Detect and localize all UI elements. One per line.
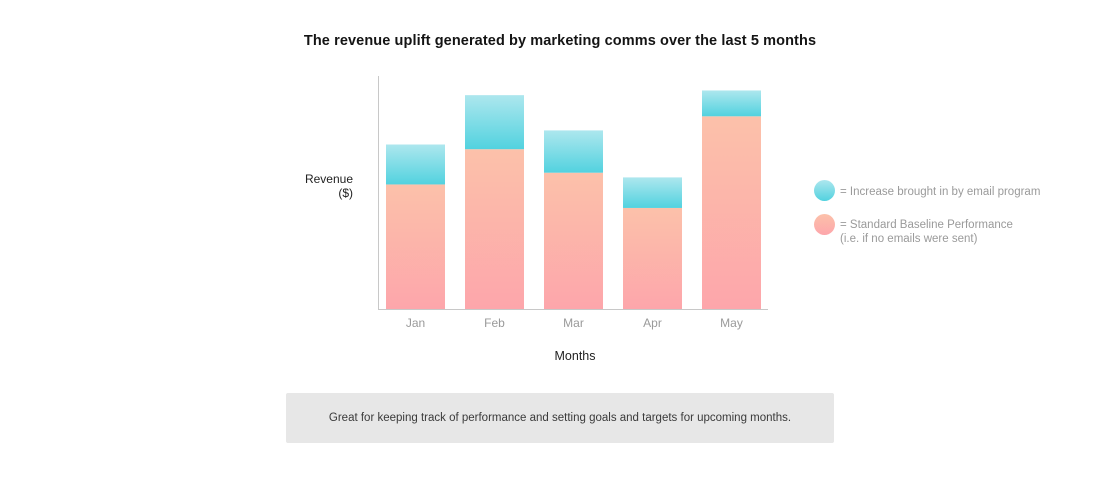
note-box: Great for keeping track of performance a…: [286, 393, 834, 443]
x-tick-label-mar: Mar: [563, 316, 584, 330]
chart-title: The revenue uplift generated by marketin…: [303, 33, 817, 49]
legend-swatch-baseline: [814, 214, 835, 235]
bar-increase-feb: [465, 95, 524, 150]
x-axis-label: Months: [554, 349, 596, 363]
bar-increase-may: [702, 90, 761, 117]
bar-increase-jan: [386, 144, 445, 185]
legend-label-baseline-line-2: (i.e. if no emails were sent): [840, 233, 978, 245]
bars-layer: [386, 90, 761, 309]
bar-increase-mar: [544, 130, 603, 173]
bar-baseline-feb: [465, 149, 524, 309]
x-tick-label-may: May: [720, 316, 743, 330]
legend-label-baseline-line-1: = Standard Baseline Performance: [840, 219, 1013, 231]
legend-label-baseline: = Standard Baseline Performance (i.e. if…: [840, 214, 1013, 246]
y-axis-label-line-1: Revenue: [304, 172, 353, 186]
legend-item-increase: = Increase brought in by email program: [814, 180, 1040, 201]
x-tick-label-apr: Apr: [643, 316, 662, 330]
x-tick-label-feb: Feb: [484, 316, 505, 330]
x-tick-label-jan: Jan: [406, 316, 425, 330]
bar-baseline-may: [702, 116, 761, 309]
bar-baseline-jan: [386, 184, 445, 309]
y-axis-label: Revenue ($): [290, 172, 353, 200]
bar-baseline-mar: [544, 172, 603, 309]
y-axis-label-line-2: ($): [338, 186, 353, 200]
legend-label-increase: = Increase brought in by email program: [840, 186, 1041, 198]
note-text: Great for keeping track of performance a…: [328, 412, 792, 424]
legend-item-baseline: = Standard Baseline Performance (i.e. if…: [814, 214, 1013, 246]
bar-baseline-apr: [623, 207, 682, 309]
legend-swatch-increase: [814, 180, 835, 201]
x-tick-labels: Jan Feb Mar Apr May: [406, 316, 743, 330]
bar-increase-apr: [623, 177, 682, 208]
